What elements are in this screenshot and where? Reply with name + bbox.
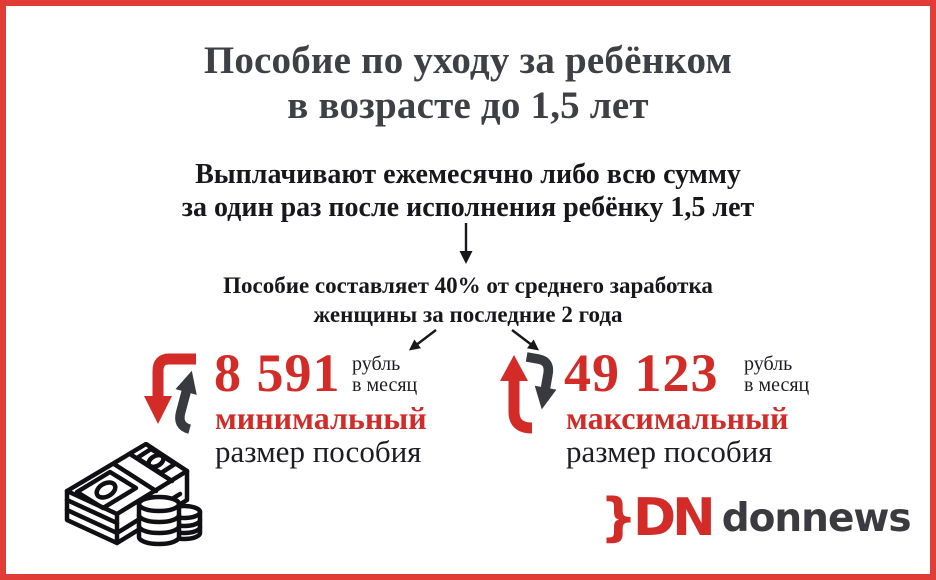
max-unit-line-2: в месяц [744, 374, 810, 396]
donnews-logo-monogram-icon: }DN [600, 488, 716, 548]
donnews-logo: }DN donnews [600, 488, 912, 548]
benefit-minimum: 8 591 рубль в месяц минимальный размер п… [138, 344, 468, 474]
arrows-swap-up-icon [500, 352, 557, 434]
min-unit-line-1: рубль [352, 353, 401, 375]
payout-line-1: Выплачивают ежемесячно либо всю сумму [195, 159, 741, 190]
title-line-2: в возрасте до 1,5 лет [287, 84, 649, 127]
min-amount-unit: рубль в месяц [352, 354, 417, 396]
payout-line-2: за один раз после исполнения ребёнку 1,5… [181, 192, 755, 223]
max-amount: 49 123 [564, 343, 719, 403]
min-amount: 8 591 [214, 343, 341, 403]
max-amount-unit: рубль в месяц [744, 354, 809, 396]
max-label: максимальный [566, 400, 789, 436]
page-title: Пособие по уходу за ребёнком в возрасте … [0, 38, 936, 128]
arrows-swap-down-icon [144, 353, 197, 434]
arrow-down-left-icon [408, 329, 437, 351]
max-sublabel: размер пособия [566, 434, 773, 469]
max-unit-line-1: рубль [744, 353, 793, 375]
arrow-down-right-icon [511, 329, 540, 351]
min-sublabel: размер пособия [215, 434, 422, 469]
rate-note-line-2: женщины за последние 2 года [313, 302, 623, 327]
donnews-logo-text: donnews [721, 495, 912, 541]
money-stack-icon [64, 442, 203, 547]
benefit-maximum: 49 123 рубль в месяц максимальный размер… [492, 344, 822, 474]
down-arrow-icon [459, 223, 473, 264]
min-unit-line-2: в месяц [352, 374, 418, 396]
rate-note-line-1: Пособие составляет 40% от среднего зараб… [223, 273, 713, 298]
title-line-1: Пособие по уходу за ребёнком [203, 39, 733, 82]
rate-note-text: Пособие составляет 40% от среднего зараб… [0, 271, 936, 329]
payout-text: Выплачивают ежемесячно либо всю сумму за… [0, 158, 936, 224]
min-label: минимальный [215, 400, 427, 436]
